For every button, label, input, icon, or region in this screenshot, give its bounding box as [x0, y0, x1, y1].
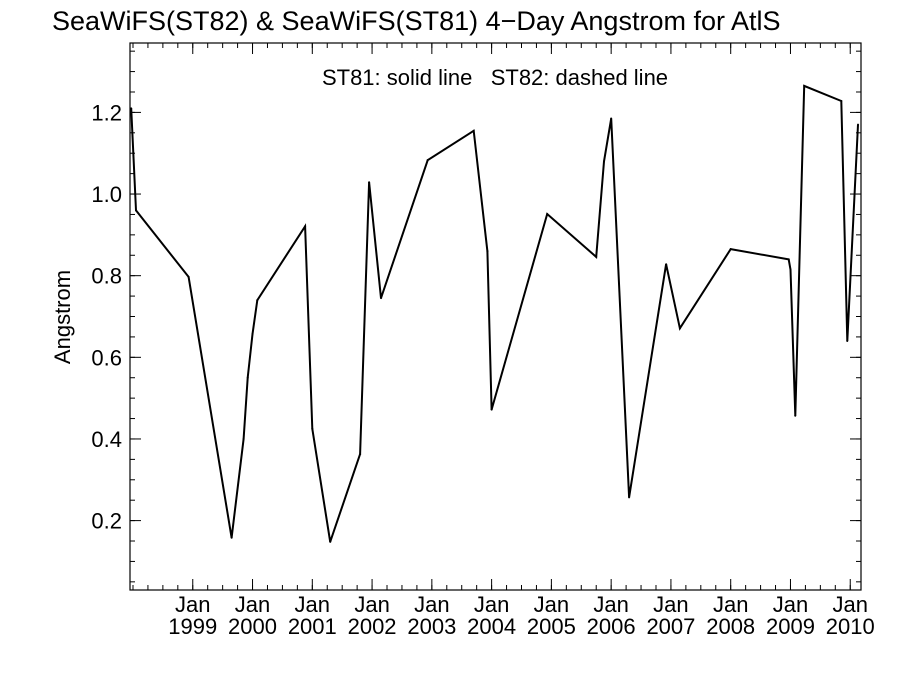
y-tick-label: 0.6	[91, 345, 122, 370]
data-point	[246, 376, 249, 379]
data-point	[602, 160, 605, 163]
x-tick-year-label: 2006	[587, 614, 636, 639]
x-tick-month-label: Jan	[593, 592, 628, 617]
data-point	[134, 209, 137, 212]
x-tick-month-label: Jan	[773, 592, 808, 617]
data-point	[426, 159, 429, 162]
series-line-solid	[130, 84, 859, 543]
data-point	[490, 408, 493, 411]
data-point	[846, 339, 849, 342]
x-tick-month-label: Jan	[175, 592, 210, 617]
x-tick-year-label: 2000	[228, 614, 277, 639]
x-tick-year-label: 2009	[766, 614, 815, 639]
data-point	[729, 248, 732, 251]
data-point	[304, 225, 307, 228]
x-tick-month-label: Jan	[474, 592, 509, 617]
data-point	[368, 181, 371, 184]
x-tick-year-label: 2010	[826, 614, 875, 639]
x-tick-year-label: 2004	[467, 614, 516, 639]
chart-title: SeaWiFS(ST82) & SeaWiFS(ST81) 4−Day Angs…	[52, 6, 781, 36]
x-tick-month-label: Jan	[295, 592, 330, 617]
plot-frame	[129, 42, 862, 591]
x-tick-year-label: 2007	[646, 614, 695, 639]
y-tick-label: 0.4	[91, 427, 122, 452]
x-tick-month-label: Jan	[832, 592, 867, 617]
x-tick-year-label: 2008	[706, 614, 755, 639]
x-tick-month-label: Jan	[713, 592, 748, 617]
data-point	[628, 496, 631, 499]
y-tick-label: 1.0	[91, 182, 122, 207]
x-axis: Jan1999Jan2000Jan2001Jan2002Jan2003Jan20…	[168, 43, 875, 639]
data-point	[610, 117, 613, 120]
data-point	[251, 333, 254, 336]
data-point	[256, 299, 259, 302]
data-point	[857, 123, 860, 126]
data-point	[486, 250, 489, 253]
x-tick-year-label: 2003	[407, 614, 456, 639]
x-tick-year-label: 2001	[288, 614, 337, 639]
data-point	[242, 437, 245, 440]
series-group	[130, 84, 860, 543]
minor-ticks	[130, 43, 861, 590]
data-point	[130, 107, 133, 110]
data-point	[230, 536, 233, 539]
data-point	[789, 268, 792, 271]
data-point	[794, 414, 797, 417]
data-point	[359, 453, 362, 456]
y-tick-label: 0.2	[91, 509, 122, 534]
y-tick-label: 1.2	[91, 100, 122, 125]
data-point	[546, 213, 549, 216]
data-point	[311, 427, 314, 430]
data-point	[665, 263, 668, 266]
x-tick-month-label: Jan	[653, 592, 688, 617]
x-tick-year-label: 2002	[348, 614, 397, 639]
data-point	[595, 255, 598, 258]
x-tick-month-label: Jan	[414, 592, 449, 617]
data-point	[187, 275, 190, 278]
y-tick-label: 0.8	[91, 264, 122, 289]
x-tick-year-label: 2005	[527, 614, 576, 639]
data-point	[678, 327, 681, 330]
x-tick-year-label: 1999	[168, 614, 217, 639]
data-point	[787, 258, 790, 261]
data-point	[803, 84, 806, 87]
legend-annotation: ST81: solid line ST82: dashed line	[322, 65, 668, 90]
data-point	[840, 99, 843, 102]
y-axis-label: Angstrom	[50, 270, 75, 364]
x-tick-month-label: Jan	[235, 592, 270, 617]
data-point	[329, 540, 332, 543]
y-axis: 0.2 0.4 0.6 0.8 1.0 1.2	[91, 100, 861, 534]
data-point	[472, 129, 475, 132]
x-tick-month-label: Jan	[534, 592, 569, 617]
x-tick-month-label: Jan	[354, 592, 389, 617]
data-point	[380, 297, 383, 300]
